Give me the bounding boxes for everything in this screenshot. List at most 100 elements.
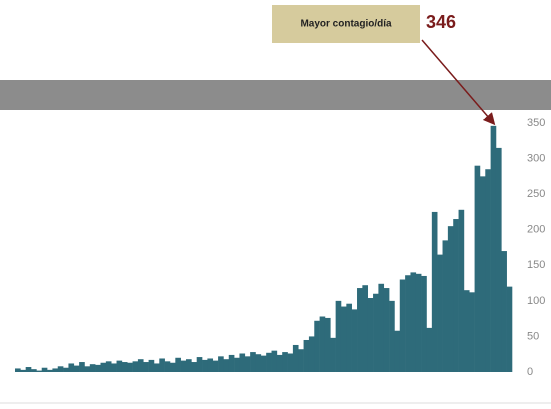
y-tick-label: 0	[527, 366, 533, 378]
bar	[303, 339, 310, 372]
bar	[234, 357, 240, 372]
bar	[394, 330, 401, 372]
bar	[196, 357, 203, 372]
bar	[410, 272, 417, 372]
y-tick-label: 300	[527, 152, 545, 164]
bar	[383, 288, 390, 372]
bar	[148, 359, 155, 372]
bar	[373, 293, 379, 372]
bar	[121, 362, 128, 372]
bar	[36, 370, 43, 372]
bar	[378, 283, 385, 372]
bar	[175, 357, 181, 372]
bar	[25, 367, 32, 372]
bar	[143, 362, 149, 372]
bar	[63, 367, 69, 372]
bar	[469, 292, 475, 372]
annotation-value: 346	[426, 12, 456, 32]
bar	[319, 316, 326, 372]
bar	[260, 355, 267, 372]
bar	[367, 298, 374, 372]
bar	[495, 147, 502, 372]
bar	[169, 362, 176, 372]
bar	[485, 169, 491, 372]
bar	[186, 359, 192, 372]
bar	[405, 275, 411, 372]
bar	[447, 226, 454, 372]
y-tick-label: 350	[527, 117, 545, 129]
bar	[105, 361, 112, 372]
bar	[132, 361, 139, 372]
bar	[89, 364, 96, 372]
bar	[212, 360, 219, 372]
bar	[340, 306, 347, 372]
bar	[111, 363, 117, 372]
bar	[47, 369, 53, 372]
bar	[202, 359, 208, 372]
bar	[250, 352, 256, 372]
annotation-arrow	[421, 39, 496, 126]
bar	[100, 362, 107, 372]
bar	[421, 275, 427, 372]
header-band	[0, 80, 551, 110]
bar	[191, 362, 197, 372]
bar	[57, 366, 64, 372]
bar	[437, 254, 443, 372]
bar	[351, 309, 358, 372]
bar	[362, 285, 369, 372]
bar	[79, 362, 85, 372]
bar	[501, 251, 507, 372]
y-tick-label: 100	[527, 295, 545, 307]
bar	[271, 350, 278, 372]
bar	[292, 344, 299, 372]
bar	[431, 211, 438, 372]
bar	[308, 336, 315, 372]
bar	[330, 337, 336, 372]
bar	[474, 165, 481, 372]
bar	[276, 354, 283, 372]
bar	[442, 240, 449, 372]
bar	[239, 353, 246, 372]
bar	[282, 352, 288, 372]
bar	[314, 320, 320, 372]
bar	[52, 368, 59, 372]
bar	[73, 365, 80, 372]
bar	[399, 279, 406, 372]
bar	[490, 125, 497, 373]
bar	[357, 288, 363, 372]
bar	[479, 176, 486, 372]
bar	[164, 361, 171, 372]
annotation-box	[272, 5, 420, 43]
bar	[127, 362, 133, 372]
bar	[453, 219, 459, 372]
bar	[244, 356, 251, 372]
bar	[324, 317, 331, 372]
bar	[389, 300, 395, 372]
bar	[68, 363, 75, 372]
bar	[228, 354, 235, 372]
bar	[31, 369, 37, 372]
bar	[298, 349, 304, 372]
y-tick-label: 150	[527, 259, 545, 271]
bar	[458, 209, 465, 372]
bar	[223, 359, 230, 372]
y-tick-label: 50	[527, 330, 539, 342]
bar	[84, 366, 91, 372]
bar	[463, 290, 470, 372]
bar	[506, 286, 513, 372]
bar	[153, 363, 160, 372]
bar	[41, 367, 48, 372]
bar	[180, 360, 187, 372]
bar	[255, 354, 262, 372]
y-tick-label: 200	[527, 224, 545, 236]
bar	[159, 358, 165, 372]
bar	[20, 369, 26, 372]
bar	[95, 364, 101, 372]
bar	[218, 356, 224, 372]
bar	[207, 358, 214, 372]
bar	[116, 360, 123, 372]
bar	[415, 273, 422, 372]
bar	[137, 359, 144, 372]
